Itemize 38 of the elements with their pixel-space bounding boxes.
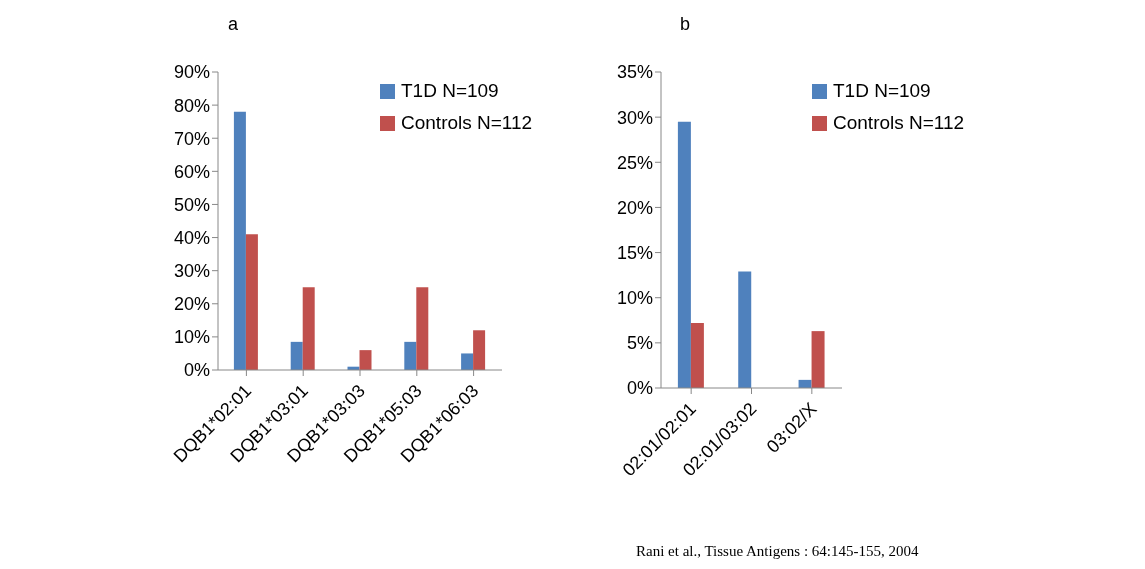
y-tick-label: 10% [173, 327, 210, 348]
y-tick-label: 20% [173, 294, 210, 315]
text: Rani et al., Tissue Antigens : 64:145-155, 2004 [636, 543, 919, 560]
bar [404, 341, 417, 370]
y-tick-label: 30% [173, 261, 210, 282]
bar [811, 331, 825, 388]
chart-title: a [228, 14, 239, 35]
bar [302, 287, 315, 370]
bar [359, 350, 372, 370]
bar [473, 330, 486, 370]
y-tick-label: 15% [616, 242, 653, 263]
y-tick-label: 5% [626, 333, 653, 354]
y-tick-label: 80% [173, 95, 210, 116]
y-tick-label: 0% [183, 360, 210, 381]
y-tick-label: 70% [173, 128, 210, 149]
y-tick-label: 0% [626, 378, 653, 399]
y-tick-label: 35% [616, 62, 653, 83]
y-tick-label: 50% [173, 194, 210, 215]
bar [461, 353, 474, 370]
chart-title: b [680, 14, 691, 35]
y-tick-label: 20% [616, 197, 653, 218]
bar [690, 322, 704, 388]
y-tick-label: 60% [173, 161, 210, 182]
bar [245, 234, 258, 370]
legend-label: Controls N=112 [833, 112, 965, 134]
y-tick-label: 90% [173, 62, 210, 83]
y-tick-label: 30% [616, 107, 653, 128]
y-tick-label: 10% [616, 288, 653, 309]
y-tick-label: 40% [173, 227, 210, 248]
bar [416, 287, 429, 370]
legend-label: T1D N=109 [401, 80, 499, 102]
bar [677, 121, 691, 388]
bar [233, 111, 246, 370]
bar [290, 341, 303, 370]
bar [738, 271, 752, 388]
y-tick-label: 25% [616, 152, 653, 173]
legend-label: T1D N=109 [833, 80, 931, 102]
legend-label: Controls N=112 [401, 112, 533, 134]
